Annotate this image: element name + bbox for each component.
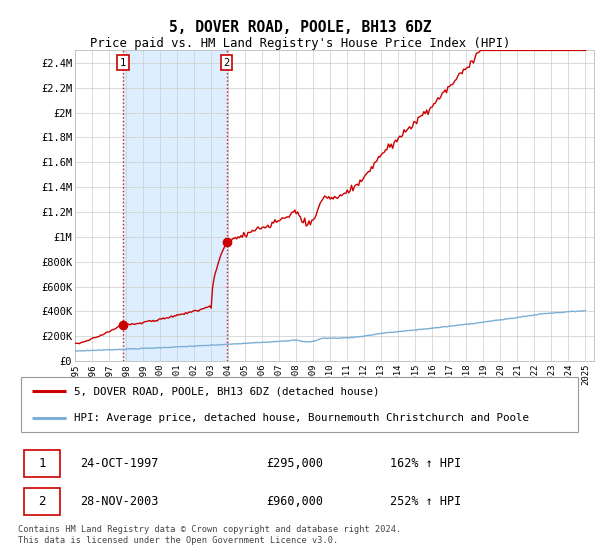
Text: £295,000: £295,000 bbox=[266, 457, 323, 470]
Text: 2: 2 bbox=[38, 495, 46, 508]
Text: 162% ↑ HPI: 162% ↑ HPI bbox=[390, 457, 461, 470]
Text: 5, DOVER ROAD, POOLE, BH13 6DZ: 5, DOVER ROAD, POOLE, BH13 6DZ bbox=[169, 20, 431, 35]
Text: 1: 1 bbox=[119, 58, 126, 68]
Text: 252% ↑ HPI: 252% ↑ HPI bbox=[390, 495, 461, 508]
Bar bbox=[123, 50, 227, 361]
FancyBboxPatch shape bbox=[23, 450, 60, 477]
Text: 1: 1 bbox=[38, 457, 46, 470]
Text: Price paid vs. HM Land Registry's House Price Index (HPI): Price paid vs. HM Land Registry's House … bbox=[90, 37, 510, 50]
Text: Contains HM Land Registry data © Crown copyright and database right 2024.
This d: Contains HM Land Registry data © Crown c… bbox=[18, 525, 401, 545]
FancyBboxPatch shape bbox=[23, 488, 60, 515]
Text: 2: 2 bbox=[223, 58, 230, 68]
Text: HPI: Average price, detached house, Bournemouth Christchurch and Poole: HPI: Average price, detached house, Bour… bbox=[74, 413, 529, 423]
Text: 24-OCT-1997: 24-OCT-1997 bbox=[80, 457, 158, 470]
Text: 28-NOV-2003: 28-NOV-2003 bbox=[80, 495, 158, 508]
Text: £960,000: £960,000 bbox=[266, 495, 323, 508]
FancyBboxPatch shape bbox=[21, 377, 578, 432]
Text: 5, DOVER ROAD, POOLE, BH13 6DZ (detached house): 5, DOVER ROAD, POOLE, BH13 6DZ (detached… bbox=[74, 386, 380, 396]
